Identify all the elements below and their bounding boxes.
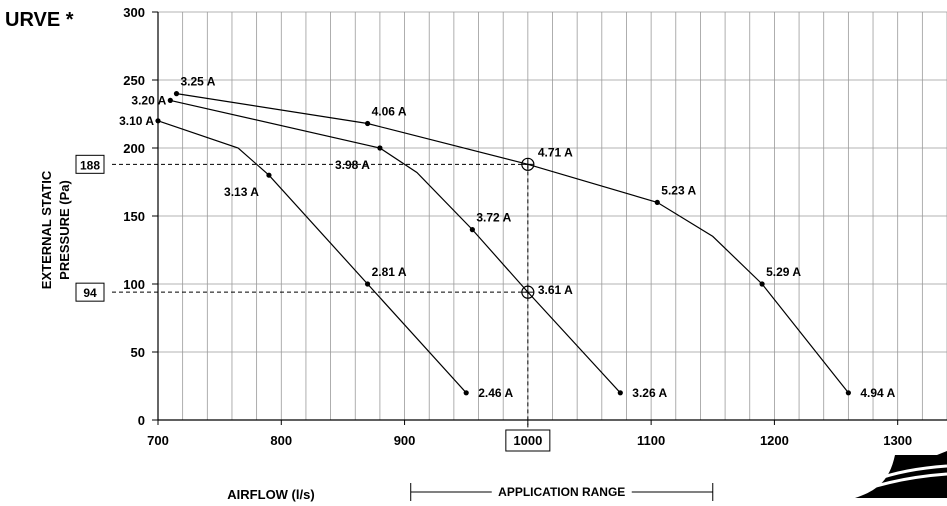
current-label: 4.06 A bbox=[372, 105, 407, 119]
duty-point-current-label: 4.71 A bbox=[538, 145, 573, 159]
y-axis-label-line1: EXTERNAL STATIC bbox=[39, 170, 54, 289]
y-tick-label: 50 bbox=[131, 345, 145, 360]
y-tick-labels: 0 50 100 150 200 250 300 bbox=[123, 5, 158, 428]
x-tick-label: 1300 bbox=[883, 433, 912, 448]
curve-point bbox=[155, 118, 161, 124]
curve-point bbox=[463, 390, 469, 396]
curve-point bbox=[617, 390, 623, 396]
application-range: APPLICATION RANGE bbox=[410, 483, 714, 501]
fan-curves bbox=[155, 91, 851, 396]
curve-point bbox=[759, 281, 765, 287]
logo-icon bbox=[855, 451, 947, 498]
y-tick-label: 150 bbox=[123, 209, 145, 224]
current-label: 5.29 A bbox=[766, 265, 801, 279]
current-label: 5.23 A bbox=[661, 183, 696, 197]
reference-lines: 188 94 bbox=[75, 154, 535, 430]
grid bbox=[158, 11, 947, 420]
x-tick-label: 800 bbox=[270, 433, 292, 448]
curve-point bbox=[654, 199, 660, 205]
x-tick-label: 1000 bbox=[513, 433, 542, 448]
curve-point bbox=[469, 227, 475, 233]
current-label: 3.26 A bbox=[632, 386, 667, 400]
current-label: 3.25 A bbox=[180, 75, 215, 89]
current-label: 2.46 A bbox=[478, 386, 513, 400]
fan-curve-3 bbox=[176, 93, 849, 394]
y-tick-label: 100 bbox=[123, 277, 145, 292]
x-tick-labels: 700 800 900 1000 1100 1200 1300 bbox=[147, 420, 912, 452]
x-tick-label: 900 bbox=[394, 433, 416, 448]
reference-value-label: 94 bbox=[83, 286, 97, 300]
x-tick-label: 1100 bbox=[637, 433, 665, 448]
y-axis-label-line2: PRESSURE (Pa) bbox=[57, 180, 72, 280]
current-labels: 4.71 A 3.61 A 3.10 A 3.13 A 2.81 A 2.46 A 3.20… bbox=[119, 75, 896, 400]
curve-point bbox=[173, 91, 180, 97]
fan-curve-2 bbox=[170, 99, 621, 394]
curve-point bbox=[845, 390, 851, 396]
duty-point-current-label: 3.61 A bbox=[538, 283, 573, 297]
curve-point bbox=[364, 281, 371, 287]
current-label: 3.98 A bbox=[335, 158, 370, 172]
current-label: 3.20 A bbox=[131, 93, 166, 107]
chart-title: URVE * bbox=[5, 9, 74, 31]
curve-point bbox=[167, 97, 173, 103]
reference-value-box bbox=[75, 154, 105, 174]
curve-point bbox=[364, 120, 371, 127]
x-tick-label: 1200 bbox=[760, 433, 789, 448]
current-label: 3.13 A bbox=[224, 185, 259, 199]
x-highlight-box bbox=[505, 429, 551, 452]
y-tick-label: 300 bbox=[123, 5, 145, 20]
y-tick-label: 0 bbox=[138, 413, 145, 428]
curve-point bbox=[377, 145, 383, 151]
x-axis-label: AIRFLOW (l/s) bbox=[227, 487, 314, 502]
y-tick-label: 250 bbox=[123, 73, 145, 88]
current-label: 3.72 A bbox=[476, 211, 511, 225]
reference-value-label: 188 bbox=[80, 158, 100, 172]
current-label: 3.10 A bbox=[119, 114, 154, 128]
x-tick-label: 700 bbox=[147, 433, 169, 448]
application-range-label: APPLICATION RANGE bbox=[498, 485, 625, 499]
curve-point bbox=[266, 172, 272, 178]
current-label: 4.94 A bbox=[860, 386, 895, 400]
reference-value-box bbox=[75, 282, 105, 302]
y-tick-label: 200 bbox=[123, 141, 145, 156]
current-label: 2.81 A bbox=[372, 265, 407, 279]
